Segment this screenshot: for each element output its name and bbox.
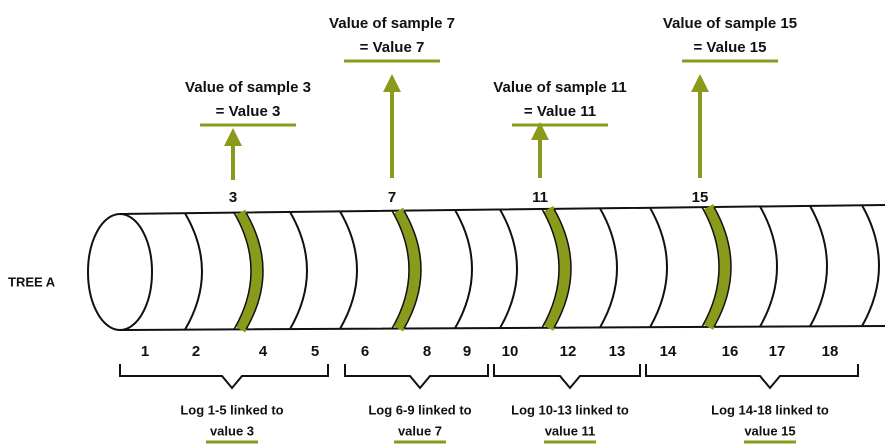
sample-band xyxy=(234,209,263,333)
sample-number: 15 xyxy=(692,189,709,206)
ring xyxy=(289,211,308,330)
ring xyxy=(184,212,203,331)
sample-band xyxy=(542,205,571,331)
segment-number: 5 xyxy=(311,343,319,360)
sample-value: = Value 3 xyxy=(216,103,281,120)
sample-value: = Value 11 xyxy=(524,103,596,120)
segment-number: 1 xyxy=(141,343,149,360)
ring xyxy=(759,205,778,328)
cylinder-end xyxy=(87,213,153,331)
sample-band-edge xyxy=(245,212,264,330)
sample-number: 11 xyxy=(532,189,548,206)
sample-band-edge xyxy=(391,210,410,329)
group-label: Log 6-9 linked to xyxy=(368,402,471,417)
ring xyxy=(649,207,668,328)
sample-band-edge xyxy=(713,206,732,328)
segment-number: 14 xyxy=(660,343,677,360)
sample-number: 7 xyxy=(388,189,396,206)
arrow-head xyxy=(224,128,242,146)
segment-number: 12 xyxy=(560,343,577,360)
sample-band-edge xyxy=(553,208,572,329)
ring xyxy=(499,209,518,329)
group-label: Log 10-13 linked to xyxy=(511,402,629,417)
segment-number: 9 xyxy=(463,343,471,360)
log-cylinder xyxy=(87,204,885,333)
bracket xyxy=(119,364,329,390)
sample-band-edge xyxy=(403,210,422,329)
group-label: Log 1-5 linked to xyxy=(180,402,283,417)
segment-number: 4 xyxy=(259,343,268,360)
sample-band xyxy=(392,207,421,332)
arrow-head xyxy=(531,122,549,140)
sample-title: Value of sample 7 xyxy=(329,15,455,32)
ring xyxy=(809,205,828,327)
group-value: value 3 xyxy=(210,423,254,438)
sample-band-edge xyxy=(233,212,252,330)
group-value: value 7 xyxy=(398,423,442,438)
cylinder-outline xyxy=(119,204,885,331)
bracket xyxy=(493,364,641,390)
sample-title: Value of sample 15 xyxy=(663,15,797,32)
sample-title: Value of sample 3 xyxy=(185,79,311,96)
segment-number: 10 xyxy=(502,343,519,360)
ring xyxy=(599,207,618,328)
sample-value: = Value 7 xyxy=(360,39,425,56)
segment-number: 17 xyxy=(769,343,786,360)
arrow-head xyxy=(383,74,401,92)
sample-number: 3 xyxy=(229,189,237,206)
sample-band-edge xyxy=(541,208,560,329)
sample-value: = Value 15 xyxy=(694,39,767,56)
bracket xyxy=(645,364,859,390)
segment-number: 2 xyxy=(192,343,200,360)
group-value: value 15 xyxy=(744,423,795,438)
sample-band xyxy=(702,204,731,330)
ring xyxy=(339,210,358,330)
segment-number: 6 xyxy=(361,343,369,360)
bracket xyxy=(344,364,489,390)
tree-label: TREE A xyxy=(8,274,56,289)
segment-number: 16 xyxy=(722,343,739,360)
group-value: value 11 xyxy=(545,423,596,438)
ring xyxy=(454,209,473,329)
segment-number: 13 xyxy=(609,343,626,360)
segment-number: 18 xyxy=(822,343,839,360)
ring xyxy=(861,204,880,327)
sample-band-edge xyxy=(701,206,720,328)
sample-title: Value of sample 11 xyxy=(493,79,626,96)
group-label: Log 14-18 linked to xyxy=(711,402,829,417)
segment-number: 8 xyxy=(423,343,431,360)
arrow-head xyxy=(691,74,709,92)
